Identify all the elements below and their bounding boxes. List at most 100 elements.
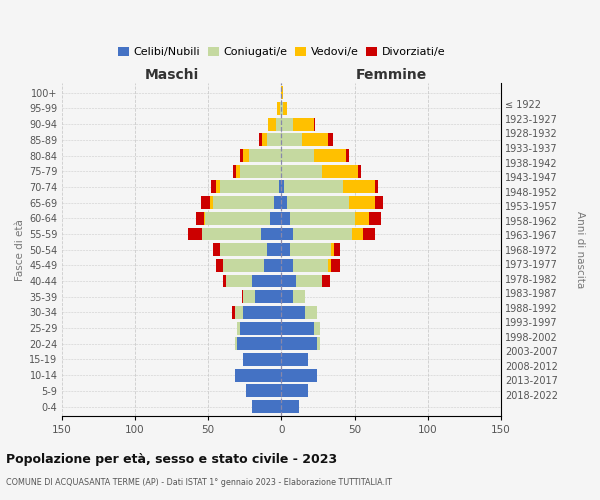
Bar <box>244 353 281 366</box>
Bar <box>215 259 223 272</box>
Bar <box>281 400 299 413</box>
Bar <box>233 165 236 177</box>
Bar <box>349 196 375 209</box>
Bar <box>244 149 249 162</box>
Bar <box>188 228 202 240</box>
Bar <box>328 259 331 272</box>
Bar <box>293 118 314 130</box>
Bar <box>259 134 262 146</box>
Bar <box>283 102 287 115</box>
Bar <box>305 306 317 319</box>
Y-axis label: Fasce di età: Fasce di età <box>15 218 25 280</box>
Bar <box>296 274 322 287</box>
Legend: Celibi/Nubili, Coniugati/e, Vedovi/e, Divorziati/e: Celibi/Nubili, Coniugati/e, Vedovi/e, Di… <box>113 42 450 62</box>
Bar <box>281 290 293 303</box>
Bar <box>293 228 352 240</box>
Bar <box>244 290 255 303</box>
Bar <box>275 118 281 130</box>
Bar <box>264 259 281 272</box>
Bar <box>249 149 281 162</box>
Bar <box>238 338 281 350</box>
Bar <box>281 149 314 162</box>
Bar <box>212 243 220 256</box>
Bar <box>364 228 375 240</box>
Bar <box>201 196 209 209</box>
Bar <box>255 290 281 303</box>
Bar <box>375 196 383 209</box>
Bar <box>280 102 281 115</box>
Bar <box>334 243 340 256</box>
Bar <box>293 259 328 272</box>
Bar <box>241 322 281 334</box>
Bar <box>370 212 381 224</box>
Bar <box>262 134 267 146</box>
Bar <box>293 290 305 303</box>
Bar <box>346 149 349 162</box>
Bar <box>331 243 334 256</box>
Bar <box>281 338 317 350</box>
Bar <box>223 259 264 272</box>
Bar <box>290 212 355 224</box>
Text: Popolazione per età, sesso e stato civile - 2023: Popolazione per età, sesso e stato civil… <box>6 452 337 466</box>
Bar <box>317 338 320 350</box>
Bar <box>314 149 346 162</box>
Bar <box>267 134 281 146</box>
Bar <box>196 212 204 224</box>
Text: Maschi: Maschi <box>145 68 199 82</box>
Bar <box>235 306 244 319</box>
Bar <box>270 212 281 224</box>
Bar <box>281 165 322 177</box>
Bar <box>220 243 267 256</box>
Bar <box>246 384 281 398</box>
Bar <box>277 102 280 115</box>
Bar <box>281 134 302 146</box>
Bar <box>343 180 375 194</box>
Bar <box>314 322 320 334</box>
Bar <box>314 118 315 130</box>
Bar <box>274 196 281 209</box>
Bar <box>281 102 283 115</box>
Bar <box>220 180 278 194</box>
Bar <box>281 228 293 240</box>
Bar <box>232 306 235 319</box>
Bar <box>281 259 293 272</box>
Bar <box>267 243 281 256</box>
Bar <box>281 243 290 256</box>
Bar <box>284 180 343 194</box>
Bar <box>241 165 281 177</box>
Bar <box>252 400 281 413</box>
Bar <box>281 196 287 209</box>
Bar <box>302 134 328 146</box>
Bar <box>281 86 283 99</box>
Bar <box>211 180 215 194</box>
Bar <box>261 228 281 240</box>
Bar <box>226 274 252 287</box>
Bar <box>281 180 284 194</box>
Bar <box>244 306 281 319</box>
Bar <box>290 243 331 256</box>
Bar <box>235 368 281 382</box>
Bar <box>223 274 226 287</box>
Bar <box>281 212 290 224</box>
Bar <box>252 274 281 287</box>
Bar <box>236 165 241 177</box>
Bar <box>202 228 261 240</box>
Bar <box>352 228 364 240</box>
Bar <box>355 212 370 224</box>
Bar <box>322 274 330 287</box>
Bar <box>358 165 361 177</box>
Text: Femmine: Femmine <box>356 68 427 82</box>
Bar <box>281 384 308 398</box>
Bar <box>242 290 244 303</box>
Bar <box>328 134 333 146</box>
Bar <box>331 259 340 272</box>
Bar <box>375 180 378 194</box>
Bar <box>215 180 220 194</box>
Bar <box>278 180 281 194</box>
Bar <box>281 353 308 366</box>
Bar <box>241 149 244 162</box>
Bar <box>281 306 305 319</box>
Bar <box>204 212 205 224</box>
Bar <box>205 212 270 224</box>
Bar <box>209 196 212 209</box>
